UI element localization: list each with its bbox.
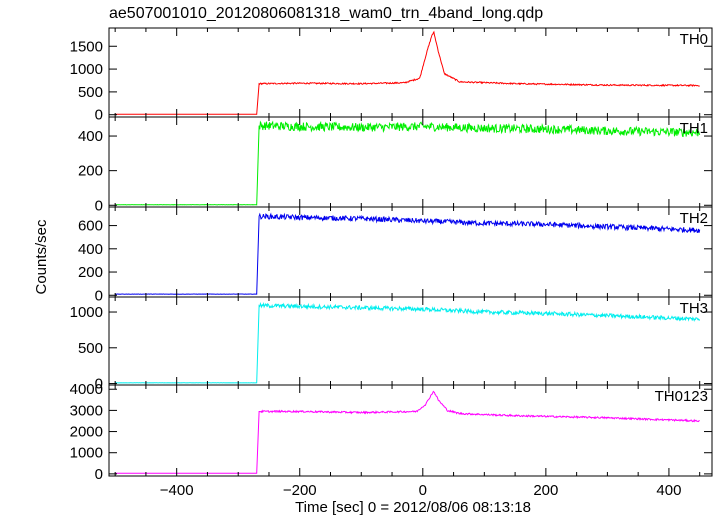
panel-label-th0123: TH0123 — [655, 388, 708, 405]
panel-frame — [108, 296, 713, 386]
panel-th0123: 0 1000 2000 3000 4000 TH0123 — [70, 381, 713, 483]
y-tick-label: 1000 — [70, 61, 103, 78]
y-axis-label: Counts/sec — [33, 219, 50, 295]
y-tick-label: 0 — [95, 466, 103, 483]
y-tick-label: 200 — [78, 163, 103, 180]
y-tick-label: 200 — [78, 264, 103, 281]
panels-group: 0 500 1000 1500 TH0 0 200 400 TH1 0 200 400 600 TH2 0 5… — [70, 27, 713, 483]
panel-th2: 0 200 400 600 TH2 — [78, 206, 713, 304]
series-line-th1 — [114, 120, 701, 206]
series-line-th0123 — [115, 390, 700, 474]
y-tick-label: 400 — [78, 241, 103, 258]
panel-label-th2: TH2 — [680, 210, 708, 227]
y-tick-label: 500 — [78, 84, 103, 101]
panel-frame — [108, 27, 713, 118]
panel-th3: 0 500 1000 TH3 — [70, 296, 713, 393]
x-tick-label: 400 — [656, 482, 681, 499]
y-tick-label: 2000 — [70, 424, 103, 441]
y-tick-label: 1500 — [70, 38, 103, 55]
y-tick-label: 400 — [78, 128, 103, 145]
series-line-th2 — [115, 212, 701, 295]
chart-title: ae507001010_20120806081318_wam0_trn_4ban… — [109, 5, 543, 22]
series-line-th0 — [115, 30, 700, 115]
panel-label-th0: TH0 — [680, 31, 708, 48]
x-tick-label: −200 — [283, 482, 317, 499]
y-tick-label: 600 — [78, 218, 103, 235]
y-tick-label: 1000 — [70, 304, 103, 321]
y-tick-label: 0 — [95, 107, 103, 124]
x-tick-label: −400 — [160, 482, 194, 499]
y-tick-label: 0 — [95, 197, 103, 214]
y-tick-label: 1000 — [70, 445, 103, 462]
panel-frame — [108, 116, 713, 208]
x-axis-label: Time [sec] 0 = 2012/08/06 08:13:18 — [295, 499, 531, 516]
panel-th1: 0 200 400 TH1 — [78, 116, 713, 214]
x-tick-label: 0 — [419, 482, 427, 499]
y-tick-label: 0 — [95, 376, 103, 393]
panel-label-th3: TH3 — [680, 300, 708, 317]
panel-th0: 0 500 1000 1500 TH0 — [70, 27, 713, 124]
panel-label-th1: TH1 — [680, 120, 708, 137]
x-tick-labels: −400 −200 0 200 400 — [160, 482, 682, 499]
y-tick-label: 3000 — [70, 402, 103, 419]
y-tick-label: 500 — [78, 340, 103, 357]
y-tick-label: 4000 — [70, 381, 103, 398]
series-line-th3 — [115, 301, 701, 384]
panel-frame — [108, 384, 713, 477]
y-tick-label: 0 — [95, 287, 103, 304]
x-tick-label: 200 — [533, 482, 558, 499]
